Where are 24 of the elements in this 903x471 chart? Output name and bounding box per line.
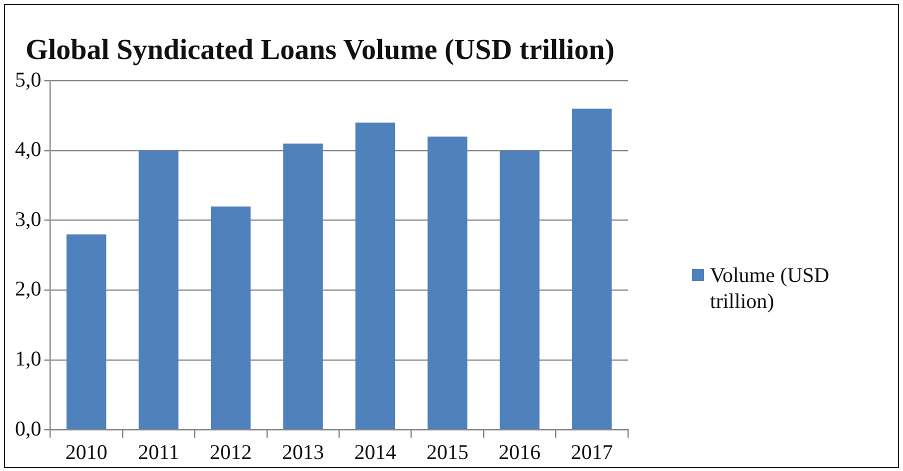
x-tick-label: 2010 bbox=[65, 440, 108, 464]
legend-label: Volume (USD trillion) bbox=[710, 262, 830, 314]
y-tick-label: 0,0 bbox=[15, 416, 42, 440]
x-tick-label: 2011 bbox=[138, 440, 180, 464]
y-tick-label: 1,0 bbox=[15, 346, 42, 371]
x-tick-label: 2016 bbox=[498, 440, 541, 464]
x-tick-label: 2013 bbox=[282, 440, 324, 464]
y-tick-label: 2,0 bbox=[15, 276, 42, 301]
y-tick-label: 4,0 bbox=[15, 137, 42, 162]
bar bbox=[66, 234, 106, 430]
x-tick-label: 2014 bbox=[354, 440, 397, 464]
x-tick-label: 2015 bbox=[426, 440, 468, 464]
y-tick-label: 3,0 bbox=[15, 206, 42, 231]
x-tick-label: 2012 bbox=[210, 440, 252, 464]
bar bbox=[210, 206, 251, 430]
bar bbox=[428, 136, 468, 430]
chart-title: Global Syndicated Loans Volume (USD trillion) bbox=[26, 34, 614, 66]
bar bbox=[283, 144, 323, 430]
x-tick-label: 2017 bbox=[570, 440, 613, 464]
y-tick-label: 5,0 bbox=[15, 67, 42, 92]
bar bbox=[355, 122, 396, 430]
bar bbox=[572, 108, 612, 430]
bar bbox=[500, 150, 540, 430]
bar bbox=[138, 150, 178, 430]
